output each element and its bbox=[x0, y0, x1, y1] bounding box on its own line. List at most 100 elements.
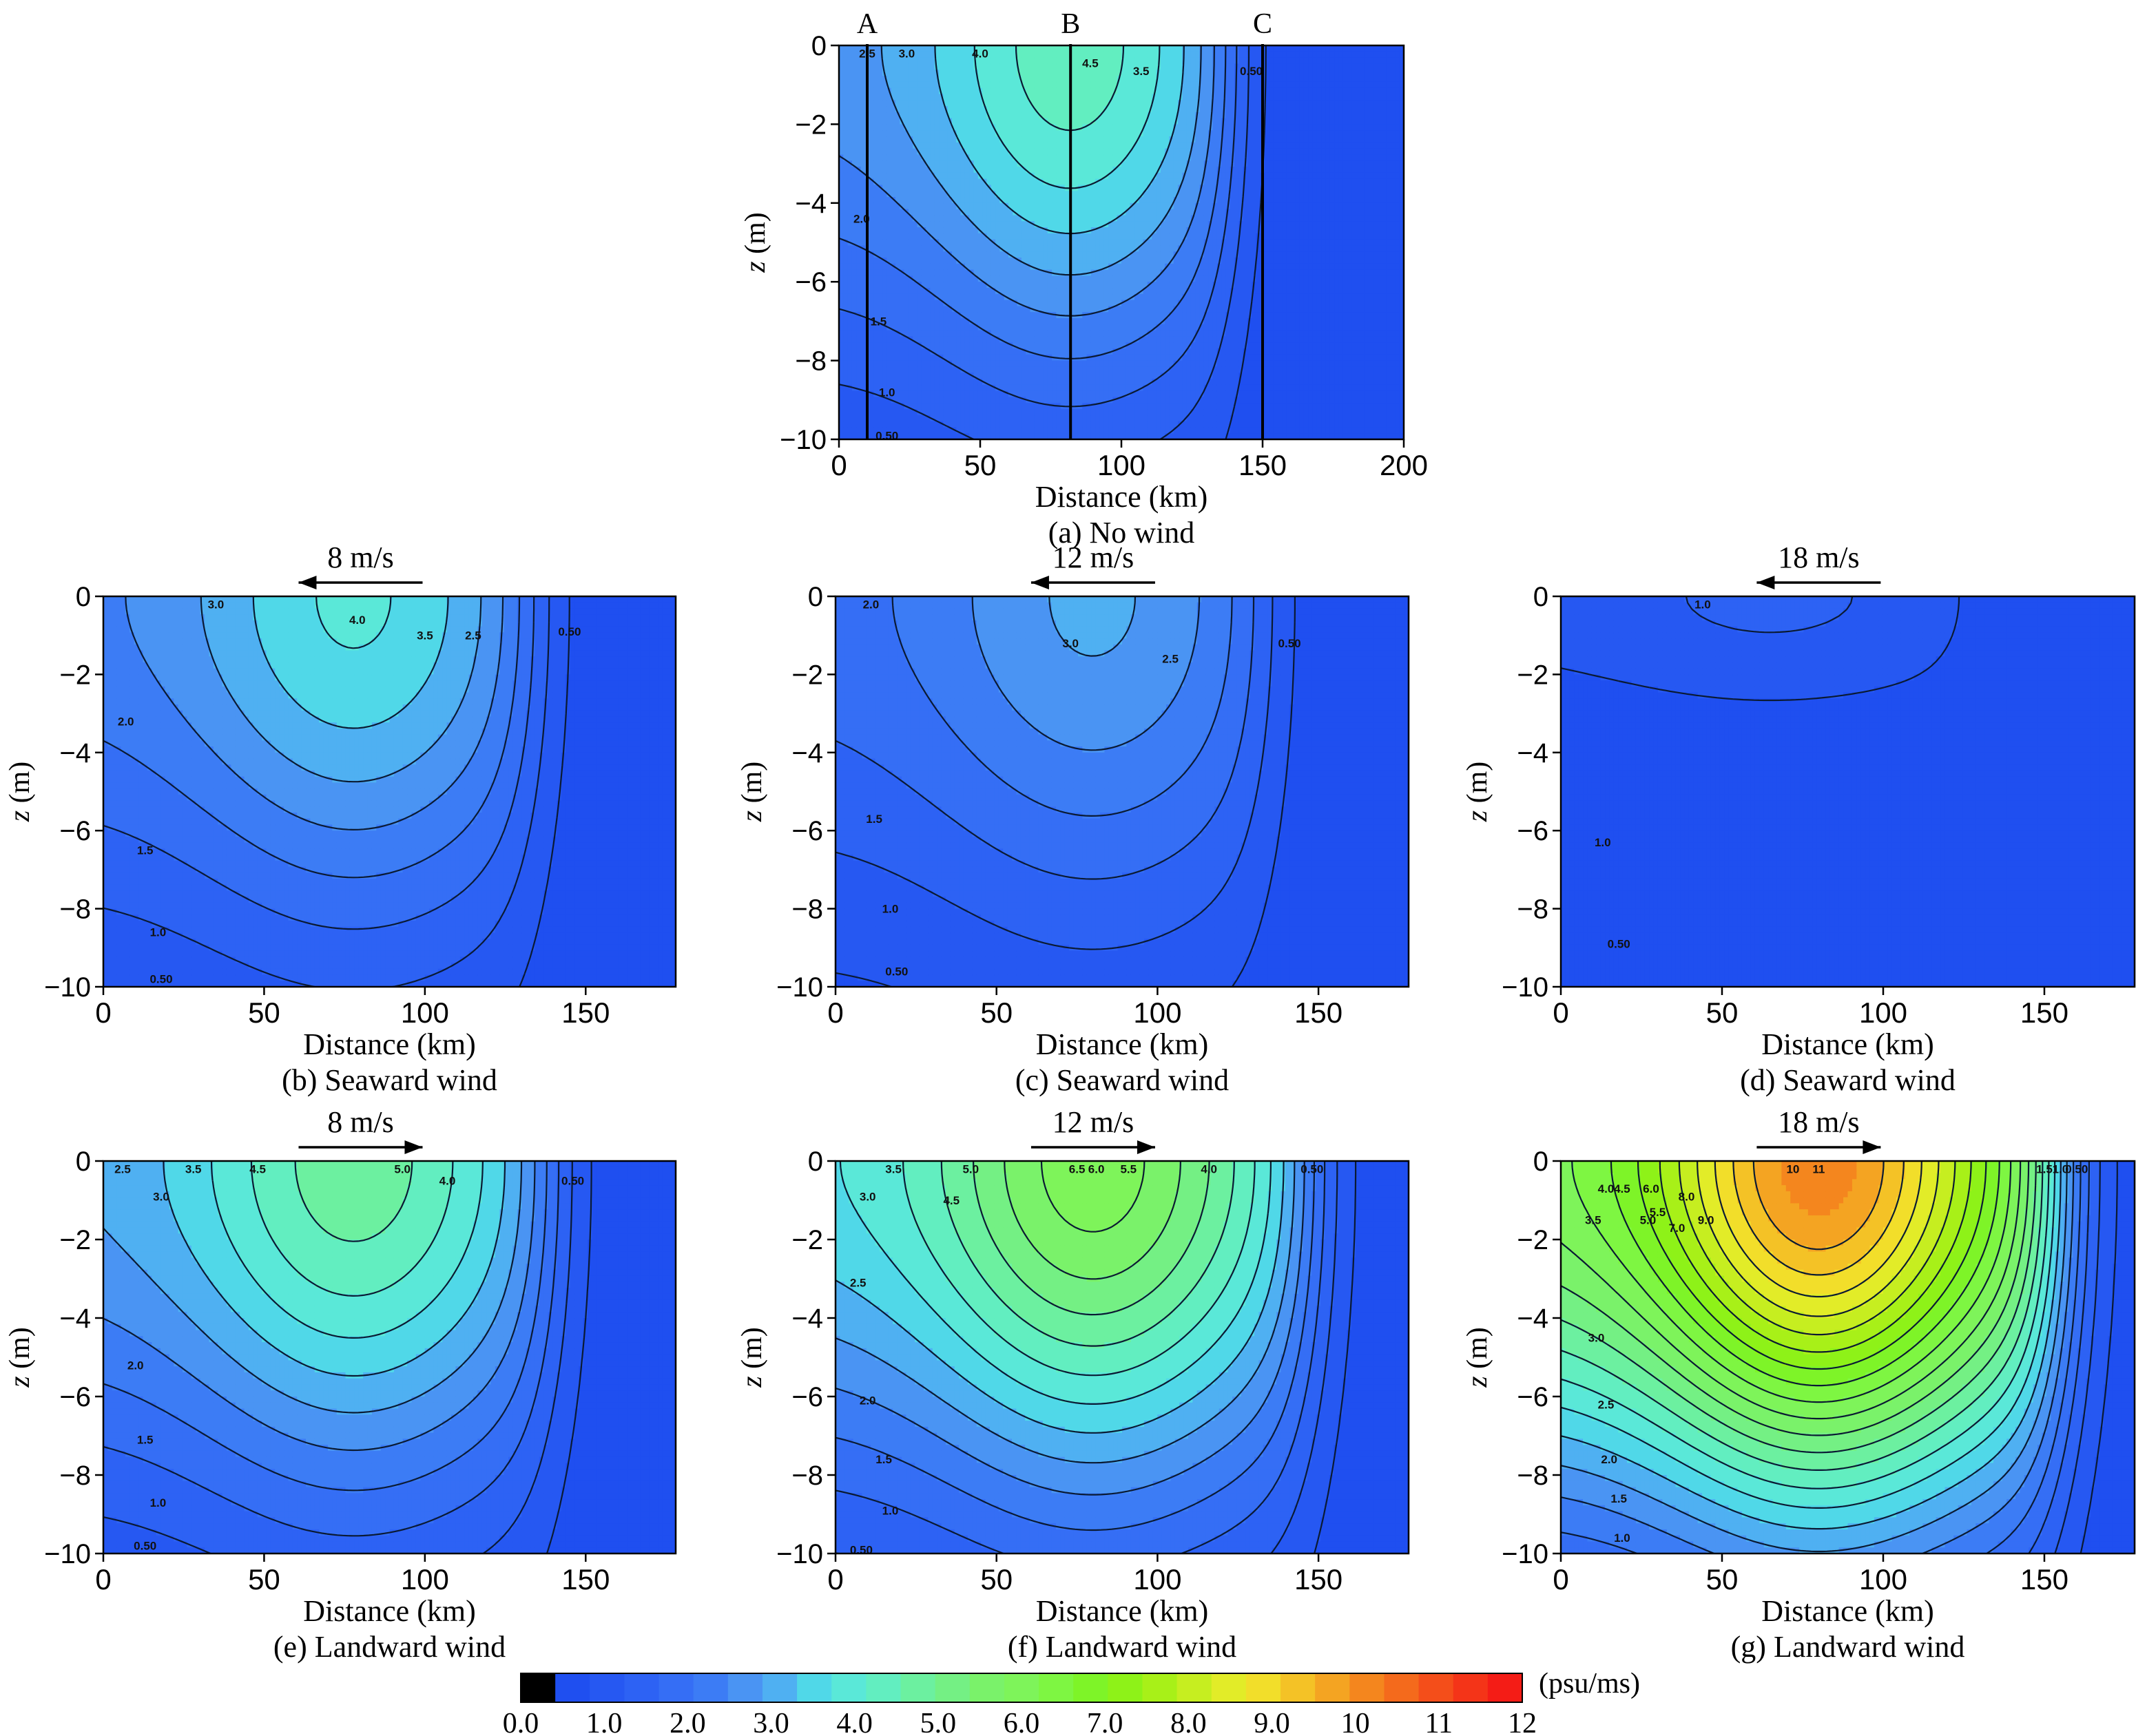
contour-label: 1.0 bbox=[1595, 836, 1611, 849]
contour-label: 6.0 bbox=[1643, 1182, 1659, 1195]
panel-e-contour-lines bbox=[103, 1161, 592, 1554]
contour-label: 2.0 bbox=[118, 715, 134, 728]
colorbar-swatch bbox=[555, 1673, 590, 1702]
panel-caption: (c) Seaward wind bbox=[1015, 1063, 1229, 1097]
x-tick-label: 0 bbox=[1553, 996, 1568, 1029]
contour-label: 1.0 bbox=[1694, 598, 1711, 611]
wind-arrow bbox=[298, 1140, 423, 1154]
wind-speed-label: 8 m/s bbox=[327, 541, 394, 574]
panel-caption: (b) Seaward wind bbox=[282, 1063, 497, 1097]
wind-arrow bbox=[1756, 576, 1881, 589]
panel-b-contour-lines bbox=[103, 596, 570, 987]
panel-f-contour-line bbox=[836, 1161, 1316, 1531]
panel-e-contour-line bbox=[103, 1161, 548, 1492]
wind-speed-label: 12 m/s bbox=[1053, 541, 1134, 574]
contour-label: 1.0 bbox=[150, 926, 167, 939]
wind-speed-label: 8 m/s bbox=[327, 1105, 394, 1139]
x-tick-label: 100 bbox=[1133, 1563, 1181, 1596]
y-tick-label: 0 bbox=[808, 1147, 823, 1177]
panel-f-contour-fill bbox=[836, 1161, 1409, 1554]
panel-c-contour-lines bbox=[836, 596, 1296, 987]
panel-d-frame bbox=[1559, 595, 2136, 988]
contour-label: 0.50 bbox=[1278, 637, 1301, 650]
panel-caption: (e) Landward wind bbox=[273, 1630, 506, 1664]
panel-e-contour-line bbox=[250, 1161, 454, 1297]
contour-label: 1.0 bbox=[2053, 1162, 2069, 1175]
colorbar-swatch bbox=[1073, 1673, 1108, 1702]
contour-label: 0.50 bbox=[885, 965, 908, 978]
panel-g-contour-line bbox=[1697, 1161, 1940, 1317]
contour-label: 5.5 bbox=[1650, 1206, 1666, 1219]
y-tick-label: −6 bbox=[59, 816, 91, 846]
panel-f-contour-line bbox=[836, 1161, 1285, 1434]
y-tick-label: −2 bbox=[59, 660, 91, 690]
y-tick-label: −8 bbox=[1517, 1461, 1548, 1491]
x-tick-label: 0 bbox=[831, 449, 847, 481]
panel-b-contour-line bbox=[103, 596, 521, 879]
panel-g-contour-line bbox=[1610, 1161, 2000, 1387]
panel-g-contour-lines bbox=[1561, 1161, 2118, 1554]
contour-label: 0.50 bbox=[558, 625, 581, 638]
y-tick-label: −10 bbox=[44, 1539, 91, 1569]
panel-f-contour-line bbox=[1040, 1161, 1145, 1233]
y-tick-label: −6 bbox=[1517, 1382, 1548, 1412]
colorbar-swatch bbox=[935, 1673, 971, 1702]
contour-label: 2.5 bbox=[1162, 653, 1179, 666]
panel-g-contour-line bbox=[1561, 1161, 2082, 1554]
panel-g-contour-line bbox=[1659, 1161, 1972, 1353]
contour-label: 2.0 bbox=[863, 598, 880, 611]
colorbar-swatch bbox=[866, 1673, 902, 1702]
contour-label: 0.50 bbox=[875, 429, 898, 442]
panel-b-frame bbox=[102, 595, 677, 988]
contour-label: 1.5 bbox=[866, 813, 882, 826]
contour-label: 4.5 bbox=[1614, 1182, 1630, 1195]
contour-label: 4.0 bbox=[972, 47, 988, 60]
panel-g-contour-line bbox=[1561, 1161, 2030, 1436]
colorbar-swatch bbox=[762, 1673, 798, 1702]
panel-e-contour-line bbox=[103, 1161, 560, 1537]
panel-a: 2.53.04.04.53.50.502.01.51.00.50ABC05010… bbox=[740, 8, 1428, 550]
panel-e-contour-line bbox=[163, 1161, 506, 1377]
panel-f-contour-line bbox=[836, 1161, 1305, 1496]
panel-g-contour-line bbox=[1561, 1161, 2044, 1471]
y-tick-label: −4 bbox=[791, 1304, 823, 1334]
colorbar-swatch bbox=[1349, 1673, 1385, 1702]
contour-label: 4.0 bbox=[349, 614, 366, 627]
colorbar-tick-label: 0.0 bbox=[503, 1708, 539, 1736]
y-tick-label: −2 bbox=[795, 109, 827, 140]
contour-label: 0.50 bbox=[1608, 938, 1630, 951]
panel-c-contour-fill bbox=[836, 596, 1409, 987]
contour-label: 9.0 bbox=[1698, 1214, 1714, 1227]
colorbar-swatch bbox=[1142, 1673, 1178, 1702]
panel-g-contour-line bbox=[1561, 1161, 2037, 1454]
panel-b-contour-line bbox=[125, 596, 504, 830]
x-tick-label: 0 bbox=[95, 996, 111, 1029]
panel-f: 3.5 5.0 6.5 6.0 5.5 4.0 0.50 3.0 4.5 2.5 2.0 1.5 1.0… bbox=[736, 1105, 1410, 1664]
panel-g-contour-line bbox=[1637, 1161, 1987, 1370]
panel-f-contour-line bbox=[1314, 1161, 1357, 1554]
panel-e-contour-fill bbox=[103, 1161, 676, 1554]
colorbar-unit: (psu/ms) bbox=[1539, 1668, 1640, 1700]
y-axis-label: z (m) bbox=[740, 212, 771, 273]
y-tick-label: −8 bbox=[59, 1461, 91, 1491]
panel-e-contour-line bbox=[210, 1161, 484, 1339]
y-tick-label: −8 bbox=[791, 895, 823, 925]
x-tick-label: 100 bbox=[1133, 996, 1181, 1029]
contour-label: 1.5 bbox=[875, 1453, 892, 1466]
panel-e-contour-line bbox=[103, 1161, 536, 1452]
contour-label: 4.5 bbox=[1082, 57, 1099, 70]
x-axis-label: Distance (km) bbox=[303, 1594, 475, 1628]
y-tick-label: −8 bbox=[59, 895, 91, 925]
panel-c-contour-line bbox=[1048, 596, 1137, 657]
colorbar-swatch bbox=[1176, 1673, 1212, 1702]
x-axis-label: Distance (km) bbox=[1036, 1594, 1208, 1628]
contour-label: 0.50 bbox=[134, 1540, 156, 1553]
colorbar-tick-label: 4.0 bbox=[836, 1708, 873, 1736]
panel-g-contour-line bbox=[1561, 1161, 2022, 1420]
y-tick-label: −10 bbox=[776, 1539, 823, 1569]
colorbar-swatch bbox=[900, 1673, 936, 1702]
colorbar-swatch bbox=[659, 1673, 694, 1702]
panel-f-contour-line bbox=[839, 1161, 1272, 1405]
contour-label: 3.5 bbox=[885, 1162, 902, 1175]
